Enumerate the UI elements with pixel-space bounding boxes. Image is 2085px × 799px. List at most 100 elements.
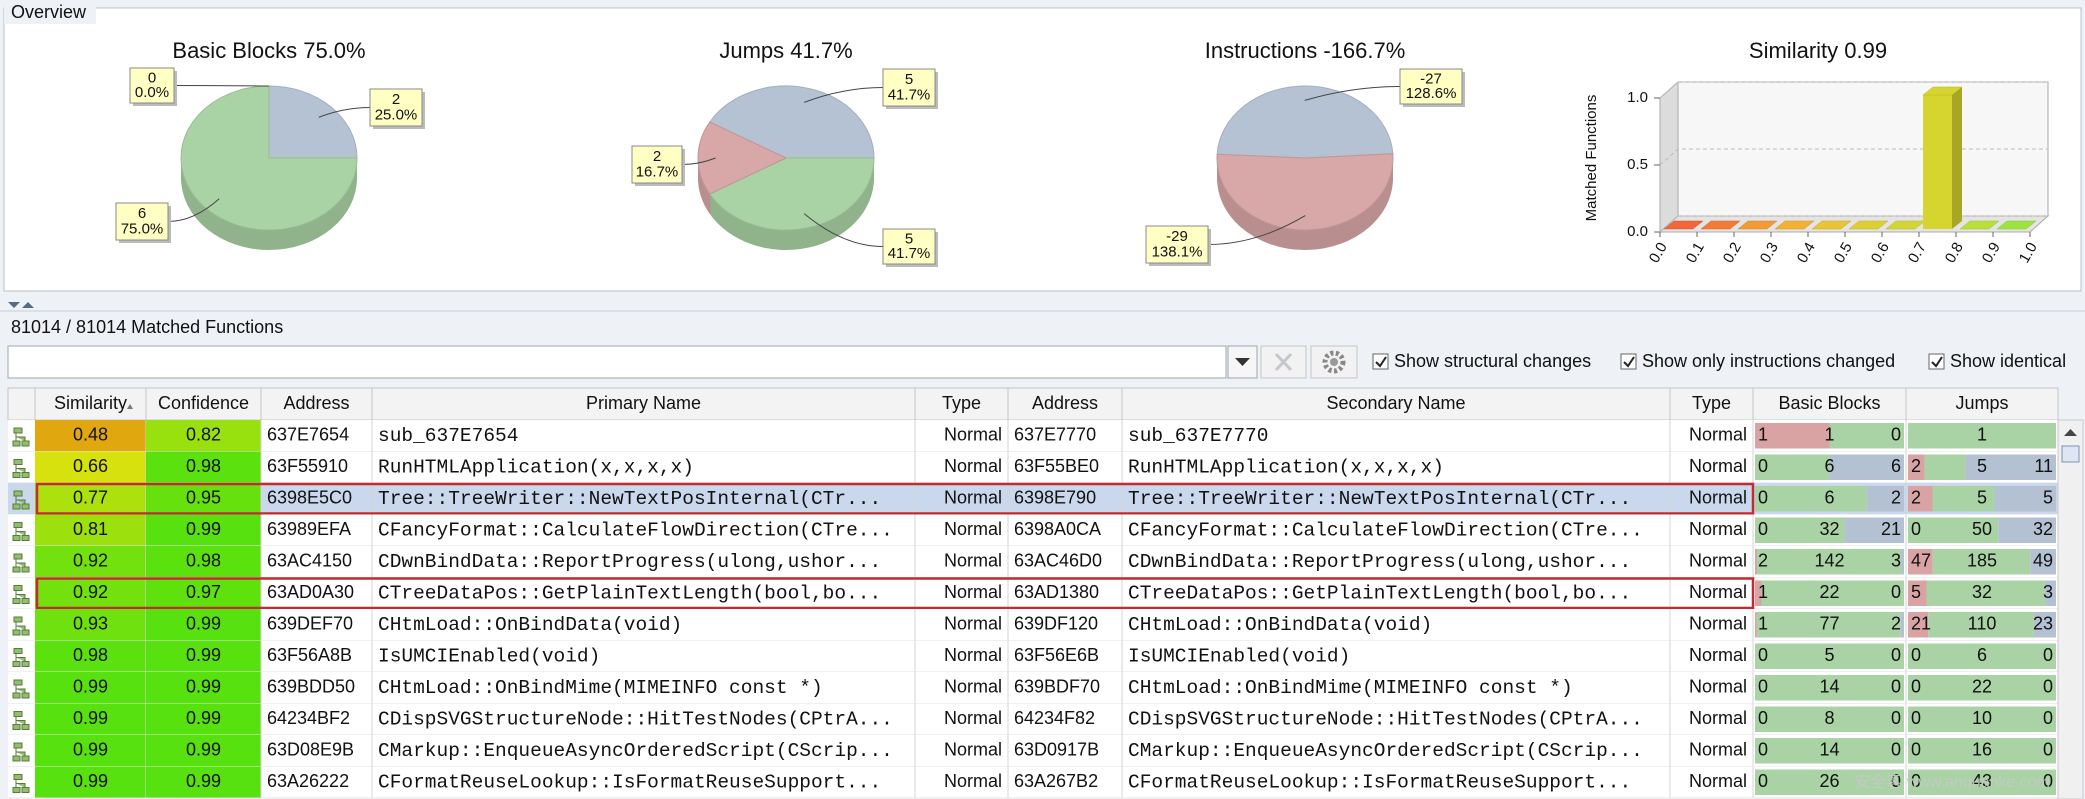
scrollbar[interactable] [2057,419,2084,799]
cell-primary-name: CDispSVGStructureNode::HitTestNodes(CPtr… [378,708,893,730]
score-cell [35,735,146,767]
count-bar [2044,580,2056,606]
row[interactable] [8,609,2058,641]
checkbox-label[interactable]: Show only instructions changed [1642,351,1895,371]
filter-input[interactable] [7,345,1227,379]
cell-primary-name: CDwnBindData::ReportProgress(ulong,ushor… [378,551,881,573]
score-cell [146,451,261,483]
count-label: 1 [1758,582,1768,602]
count-label: 0 [1891,740,1901,760]
count-label: 6 [1977,645,1987,665]
scroll-up[interactable] [2064,429,2077,436]
callout [115,202,169,241]
row-icon[interactable] [12,774,30,793]
row-icon[interactable] [12,648,30,667]
callout [882,228,936,265]
checkbox-label[interactable]: Show structural changes [1394,351,1591,371]
checkbox[interactable] [1372,353,1389,370]
column-header[interactable]: Basic Blocks [1778,393,1880,413]
count-label: 14 [1819,740,1839,760]
column-header[interactable]: Address [1032,393,1098,413]
leader-line [167,198,220,222]
row-icon[interactable] [12,427,30,447]
checkbox-label[interactable]: Show identical [1950,351,2066,371]
column-header[interactable]: Similarity [54,393,127,413]
row[interactable] [8,766,2058,799]
bar-top [1811,220,1852,230]
row[interactable] [8,483,2058,515]
count-bar [1755,738,1904,764]
count-bar [1932,549,2031,575]
count-label: 0 [1891,708,1901,728]
count-label: 21 [1911,614,1931,634]
cell-primary-address: 64234BF2 [267,708,350,728]
row-icon[interactable] [12,490,30,510]
row[interactable] [8,672,2058,704]
cell-confidence: 0.99 [186,519,221,539]
count-label: 0 [1758,771,1768,791]
cell-primary-name: IsUMCIEnabled(void) [378,645,600,667]
column-header[interactable]: Jumps [1955,393,2008,413]
count-label: 0 [1891,425,1901,445]
row-icon[interactable] [12,742,30,762]
scroll-thumb[interactable] [2061,445,2080,463]
count-label: 0 [1758,645,1768,665]
pie-slice [268,85,358,159]
count-bar [1829,423,1904,449]
row[interactable] [8,577,2058,610]
row[interactable] [8,420,2058,452]
column-header[interactable]: Type [942,393,981,413]
cell-primary-address: 639BDD50 [267,677,355,697]
cell-similarity: 0.81 [73,519,108,539]
callout [1145,225,1209,264]
score-cell [146,420,261,452]
splitter-arrows[interactable] [8,302,34,308]
count-bar [1829,454,1904,480]
histogram-title: Similarity 0.99 [1749,38,1887,63]
count-label: 2 [1911,488,1921,508]
cell-primary-type: Normal [944,519,1002,539]
count-bar [1761,580,1904,606]
cell-primary-name: RunHTMLApplication(x,x,x,x) [378,456,694,478]
checkbox[interactable] [1620,353,1637,370]
row[interactable] [8,514,2058,547]
count-label: 0 [2043,677,2053,697]
count-bar [1900,612,1904,638]
cell-primary-type: Normal [944,645,1002,665]
count-bar [1755,580,1762,606]
callout [882,68,936,107]
count-bar [1908,675,2056,701]
cell-secondary-type: Normal [1689,551,1747,571]
cell-primary-address: 63989EFA [267,519,351,539]
row-icon[interactable] [12,553,30,573]
row-icon[interactable] [12,679,30,699]
count-label: 0 [1891,582,1901,602]
row[interactable] [8,703,2058,736]
count-label: 26 [1819,771,1839,791]
count-label: 1 [1758,614,1768,634]
column-header[interactable]: Secondary Name [1326,393,1465,413]
row[interactable] [8,451,2058,484]
count-bar [1908,706,2056,732]
row-icon[interactable] [12,616,30,636]
callout-count: 6 [138,205,146,222]
callout-share: 0.0% [135,84,169,101]
score-cell [146,483,261,515]
row-icon[interactable] [12,585,30,604]
callout-share: 41.7% [888,245,931,262]
count-label: 14 [1819,677,1839,697]
check-mark [1375,356,1387,368]
row[interactable] [8,640,2058,673]
column-header[interactable]: Primary Name [586,393,701,413]
row-icon[interactable] [12,522,30,541]
checkbox[interactable] [1928,353,1945,370]
cell-secondary-name: CDwnBindData::ReportProgress(ulong,ushor… [1128,551,1631,573]
column-header[interactable]: Type [1692,393,1731,413]
row-icon[interactable] [12,711,30,730]
cell-primary-name: Tree::TreeWriter::NewTextPosInternal(CTr… [378,488,881,510]
row[interactable] [8,735,2058,767]
row-icon[interactable] [12,459,30,478]
column-header[interactable]: Address [283,393,349,413]
row[interactable] [8,546,2058,578]
column-header[interactable]: Confidence [158,393,249,413]
